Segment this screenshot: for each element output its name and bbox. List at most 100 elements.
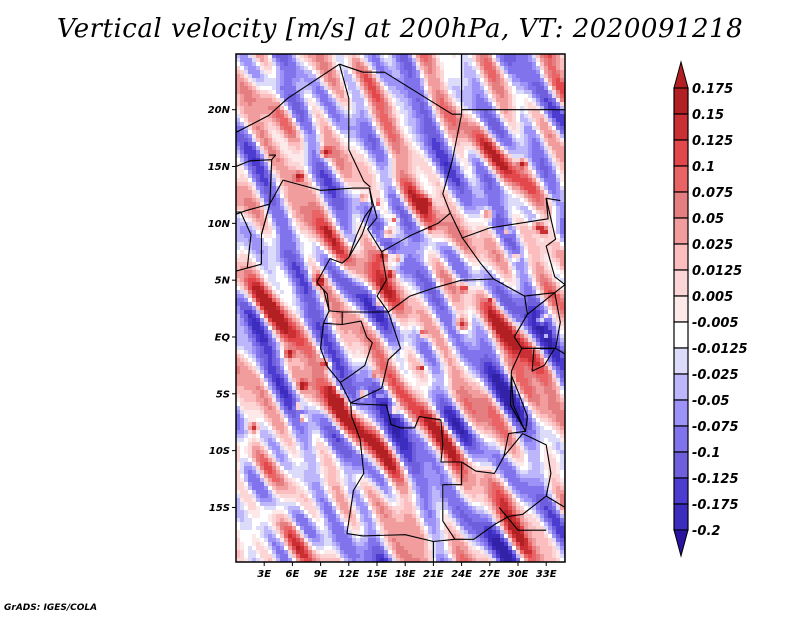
field-cell — [524, 214, 528, 218]
field-cell — [448, 82, 452, 86]
field-cell — [352, 106, 356, 110]
field-cell — [348, 250, 352, 254]
field-cell — [404, 198, 408, 202]
field-cell — [384, 206, 388, 210]
field-cell — [396, 134, 400, 138]
field-cell — [492, 78, 496, 82]
field-cell — [284, 254, 288, 258]
field-cell — [340, 106, 344, 110]
field-cell — [376, 78, 380, 82]
field-cell — [416, 158, 420, 162]
field-cell — [548, 102, 552, 106]
field-cell — [344, 58, 348, 62]
field-cell — [424, 170, 428, 174]
field-cell — [472, 162, 476, 166]
field-cell — [240, 266, 244, 270]
field-cell — [352, 182, 356, 186]
field-cell — [468, 154, 472, 158]
field-cell — [424, 254, 428, 258]
field-cell — [508, 190, 512, 194]
field-cell — [364, 174, 368, 178]
field-cell — [424, 150, 428, 154]
field-cell — [488, 134, 492, 138]
field-cell — [468, 86, 472, 90]
field-cell — [364, 146, 368, 150]
field-cell — [280, 94, 284, 98]
field-cell — [416, 118, 420, 122]
field-cell — [292, 90, 296, 94]
field-cell — [524, 90, 528, 94]
field-cell — [276, 258, 280, 262]
field-cell — [548, 70, 552, 74]
field-cell — [428, 82, 432, 86]
field-cell — [480, 134, 484, 138]
field-cell — [528, 158, 532, 162]
field-cell — [528, 162, 532, 166]
field-cell — [440, 246, 444, 250]
field-cell — [444, 70, 448, 74]
field-cell — [488, 106, 492, 110]
field-cell — [256, 254, 260, 258]
field-cell — [372, 142, 376, 146]
field-cell — [332, 134, 336, 138]
field-cell — [460, 274, 464, 278]
field-cell — [336, 254, 340, 258]
field-cell — [292, 114, 296, 118]
field-cell — [524, 262, 528, 266]
field-cell — [332, 142, 336, 146]
field-cell — [308, 282, 312, 286]
field-cell — [544, 222, 548, 226]
field-cell — [292, 250, 296, 254]
field-cell — [372, 110, 376, 114]
field-cell — [456, 182, 460, 186]
field-cell — [252, 154, 256, 158]
field-cell — [520, 142, 524, 146]
field-cell — [468, 62, 472, 66]
field-cell — [536, 70, 540, 74]
field-cell — [264, 66, 268, 70]
field-cell — [476, 58, 480, 62]
field-cell — [260, 282, 264, 286]
field-cell — [324, 198, 328, 202]
field-cell — [336, 178, 340, 182]
field-cell — [280, 54, 284, 58]
field-cell — [428, 90, 432, 94]
field-cell — [332, 182, 336, 186]
field-cell — [540, 206, 544, 210]
field-cell — [400, 126, 404, 130]
field-cell — [300, 170, 304, 174]
field-cell — [428, 190, 432, 194]
field-cell — [392, 98, 396, 102]
field-cell — [456, 210, 460, 214]
field-cell — [384, 286, 388, 290]
field-cell — [544, 286, 548, 290]
field-cell — [296, 110, 300, 114]
field-cell — [520, 190, 524, 194]
field-cell — [440, 286, 444, 290]
field-cell — [532, 94, 536, 98]
field-cell — [252, 130, 256, 134]
map-panel — [235, 53, 566, 563]
field-cell — [360, 90, 364, 94]
field-cell — [292, 54, 296, 58]
field-cell — [316, 202, 320, 206]
field-cell — [356, 66, 360, 70]
field-cell — [352, 122, 356, 126]
field-cell — [400, 130, 404, 134]
field-cell — [484, 94, 488, 98]
field-cell — [456, 150, 460, 154]
field-cell — [508, 266, 512, 270]
field-cell — [556, 94, 560, 98]
field-cell — [260, 62, 264, 66]
field-cell — [436, 170, 440, 174]
field-cell — [280, 118, 284, 122]
field-cell — [236, 234, 240, 238]
field-cell — [548, 242, 552, 246]
field-cell — [560, 290, 564, 294]
field-cell — [468, 210, 472, 214]
field-cell — [384, 262, 388, 266]
field-cell — [272, 198, 276, 202]
field-cell — [524, 174, 528, 178]
field-cell — [424, 158, 428, 162]
field-cell — [536, 66, 540, 70]
